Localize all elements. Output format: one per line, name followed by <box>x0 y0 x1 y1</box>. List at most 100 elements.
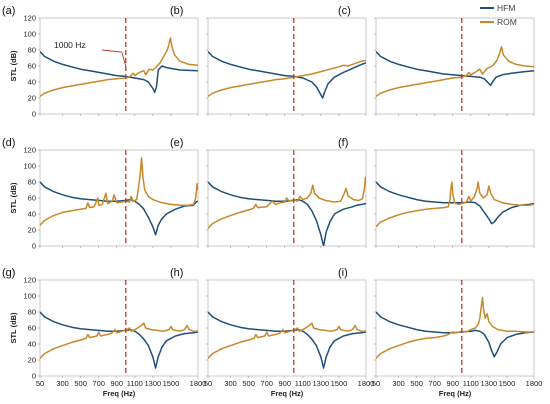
y-tick-label: 20 <box>28 226 36 235</box>
panel-h: (h) 50 300 500 700 900 1100 1300 1500 1800 Freq (H… <box>170 267 374 398</box>
y-tick-label: 80 <box>28 308 36 317</box>
x-tick-label: 700 <box>260 379 273 388</box>
legend: HFM ROM <box>480 3 517 27</box>
x-tick-label: 500 <box>74 379 87 388</box>
panel-label: (b) <box>170 5 183 17</box>
panel-label: (i) <box>338 267 348 279</box>
y-tick-label: 20 <box>28 94 36 103</box>
series-line-hfm <box>40 181 198 236</box>
series-line-hfm <box>40 51 198 94</box>
x-tick-label: 1100 <box>295 379 311 388</box>
x-tick-label: 900 <box>446 379 459 388</box>
series-line-hfm <box>376 51 534 86</box>
x-tick-label: 900 <box>278 379 291 388</box>
panel-g: (g) 0 20 40 60 80 100 120 STL (dB) 50 300 500 700 900… <box>2 267 206 398</box>
x-axis-label: Freq (Hz) <box>439 389 472 398</box>
x-tick-label: 1500 <box>499 379 516 388</box>
panel-i: (i) 50 300 500 700 900 1100 1300 1500 1800 Freq (H… <box>338 267 542 398</box>
legend-label-rom: ROM <box>497 17 517 27</box>
y-tick-label: 60 <box>28 62 36 71</box>
y-tick-label: 40 <box>28 340 36 349</box>
panel-a: (a) 0 20 40 60 80 100 120 STL (dB) 1000 Hz <box>2 5 199 119</box>
x-tick-label: 1500 <box>163 379 180 388</box>
plot-frame <box>375 279 535 377</box>
x-tick-label: 300 <box>224 379 237 388</box>
x-axis-label: Freq (Hz) <box>103 389 136 398</box>
panel-label: (g) <box>2 267 15 279</box>
series-line-rom <box>376 296 534 359</box>
x-tick-label: 1800 <box>526 379 543 388</box>
series-line-rom <box>40 37 198 98</box>
series-line-hfm <box>376 311 534 358</box>
panels: (a) 0 20 40 60 80 100 120 STL (dB) 1000 Hz (b) (c) (… <box>2 5 542 398</box>
series-line-rom <box>376 46 534 98</box>
x-tick-label: 700 <box>92 379 105 388</box>
y-tick-label: 40 <box>28 78 36 87</box>
x-tick-label: 1300 <box>313 379 330 388</box>
x-tick-label: 1300 <box>481 379 498 388</box>
annotation-text: 1000 Hz <box>54 40 86 50</box>
panel-label: (d) <box>2 137 15 149</box>
y-tick-label: 0 <box>32 110 36 119</box>
y-tick-label: 120 <box>23 14 36 23</box>
series-line-rom <box>40 322 198 359</box>
y-tick-label: 80 <box>28 46 36 55</box>
x-tick-label: 1800 <box>358 379 375 388</box>
y-axis-label: STL (dB) <box>9 312 18 344</box>
plot-frame <box>207 279 367 377</box>
panel-label: (e) <box>170 137 183 149</box>
series-line-hfm <box>376 181 534 225</box>
x-tick-label: 900 <box>110 379 123 388</box>
y-tick-label: 100 <box>23 162 36 171</box>
x-tick-label: 1100 <box>127 379 143 388</box>
panel-d: (d) 0 20 40 60 80 100 120 STL (dB) <box>2 137 199 251</box>
y-axis-label: STL (dB) <box>9 182 18 214</box>
x-tick-label: 500 <box>410 379 423 388</box>
legend-label-hfm: HFM <box>497 3 515 13</box>
x-tick-label: 700 <box>428 379 441 388</box>
plot-frame <box>39 279 199 377</box>
x-tick-label: 300 <box>56 379 69 388</box>
series-line-rom <box>208 176 366 229</box>
plot-frame <box>375 17 535 115</box>
y-tick-label: 100 <box>23 292 36 301</box>
series-line-hfm <box>208 51 366 99</box>
plot-frame <box>375 149 535 247</box>
y-axis-label: STL (dB) <box>9 50 18 82</box>
x-tick-label: 1300 <box>145 379 162 388</box>
y-tick-label: 100 <box>23 30 36 39</box>
series-line-rom <box>40 157 198 226</box>
y-tick-label: 120 <box>23 146 36 155</box>
panel-c: (c) <box>338 5 535 116</box>
x-tick-label: 50 <box>204 379 212 388</box>
y-tick-label: 20 <box>28 356 36 365</box>
x-tick-label: 50 <box>36 379 44 388</box>
series-line-hfm <box>40 311 198 369</box>
x-axis-label: Freq (Hz) <box>271 389 304 398</box>
y-tick-label: 0 <box>32 242 36 251</box>
panel-label: (c) <box>338 5 351 17</box>
series-line-hfm <box>208 181 366 246</box>
y-tick-label: 60 <box>28 324 36 333</box>
panel-b: (b) <box>170 5 367 116</box>
panel-label: (a) <box>2 5 15 17</box>
y-tick-label: 60 <box>28 194 36 203</box>
panel-label: (h) <box>170 267 183 279</box>
plot-frame <box>39 17 199 115</box>
x-tick-label: 50 <box>372 379 380 388</box>
panel-e: (e) <box>170 137 367 248</box>
panel-label: (f) <box>338 137 348 149</box>
series-line-hfm <box>208 311 366 369</box>
series-line-rom <box>208 59 366 98</box>
y-tick-label: 120 <box>23 276 36 285</box>
plot-frame <box>39 149 199 247</box>
y-tick-label: 0 <box>32 372 36 381</box>
series-line-rom <box>208 322 366 359</box>
x-tick-label: 1100 <box>463 379 479 388</box>
annotation-leader <box>101 49 127 67</box>
y-tick-label: 40 <box>28 210 36 219</box>
x-tick-label: 300 <box>392 379 405 388</box>
x-tick-label: 1500 <box>331 379 348 388</box>
series-line-rom <box>376 181 534 228</box>
